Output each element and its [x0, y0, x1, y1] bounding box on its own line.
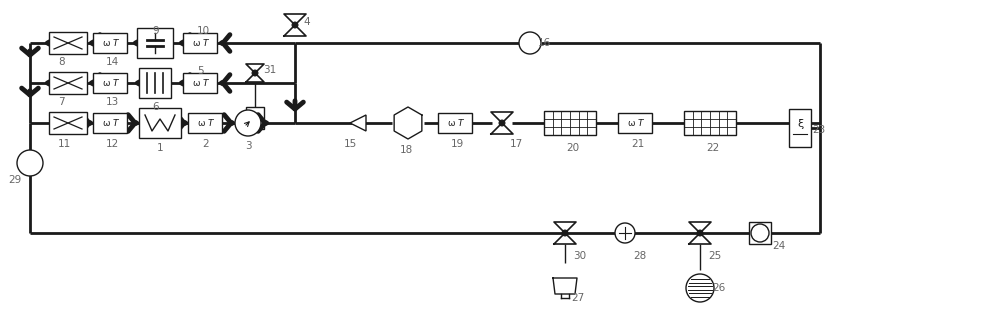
Text: ξ: ξ [797, 119, 803, 129]
Circle shape [252, 70, 258, 76]
Text: 29: 29 [8, 175, 21, 185]
Text: 8: 8 [58, 57, 65, 67]
Text: 7: 7 [58, 97, 65, 107]
Text: 9: 9 [152, 26, 159, 36]
Circle shape [519, 32, 541, 54]
Text: T: T [457, 119, 463, 128]
Circle shape [17, 150, 43, 176]
Text: ω: ω [627, 119, 635, 128]
Bar [93, 113, 127, 133]
Text: 18: 18 [400, 145, 413, 155]
Bar [139, 108, 181, 138]
Text: 5: 5 [197, 66, 204, 76]
Bar [183, 33, 217, 53]
Text: ω: ω [197, 119, 205, 128]
Circle shape [686, 274, 714, 302]
Text: 14: 14 [106, 57, 119, 67]
Bar [49, 32, 87, 54]
Bar [684, 111, 736, 135]
Text: 23: 23 [812, 125, 825, 135]
Text: 20: 20 [566, 143, 579, 153]
Circle shape [292, 22, 298, 28]
Text: 30: 30 [573, 251, 586, 261]
Text: 27: 27 [571, 293, 584, 303]
Text: 10: 10 [197, 26, 210, 36]
Text: 15: 15 [344, 139, 357, 149]
Text: 21: 21 [631, 139, 644, 149]
Text: 24: 24 [772, 241, 785, 251]
Bar [93, 73, 127, 93]
Polygon shape [350, 115, 366, 131]
Text: ω: ω [102, 39, 110, 48]
Circle shape [499, 120, 505, 126]
Circle shape [562, 230, 568, 236]
Bar [438, 113, 472, 133]
Text: T: T [112, 119, 118, 128]
Bar [188, 113, 222, 133]
Text: 26: 26 [712, 283, 725, 293]
Text: 22: 22 [706, 143, 719, 153]
Text: 11: 11 [58, 139, 71, 149]
Text: ω: ω [102, 79, 110, 88]
Text: ω: ω [192, 79, 200, 88]
Text: 3: 3 [245, 141, 252, 151]
Text: T: T [202, 39, 208, 48]
Text: T: T [207, 119, 213, 128]
Circle shape [697, 230, 703, 236]
Text: 1: 1 [157, 143, 164, 153]
Text: ω: ω [447, 119, 455, 128]
Bar [139, 68, 171, 98]
Bar [183, 73, 217, 93]
Bar [137, 28, 173, 58]
Text: T: T [637, 119, 643, 128]
Bar [544, 111, 596, 135]
Bar [93, 33, 127, 53]
Circle shape [751, 224, 769, 242]
Bar [246, 107, 264, 129]
Text: 25: 25 [708, 251, 721, 261]
Text: 2: 2 [202, 139, 209, 149]
Text: 16: 16 [538, 38, 551, 48]
Text: 31: 31 [263, 65, 276, 75]
Text: 17: 17 [510, 139, 523, 149]
Text: 4: 4 [303, 17, 310, 27]
Bar [49, 72, 87, 94]
Bar [49, 112, 87, 134]
Text: ω: ω [192, 39, 200, 48]
Circle shape [615, 223, 635, 243]
Text: T: T [112, 39, 118, 48]
Bar [618, 113, 652, 133]
Circle shape [235, 110, 261, 136]
Bar [789, 109, 811, 147]
Text: T: T [202, 79, 208, 88]
Text: T: T [112, 79, 118, 88]
Bar [749, 222, 771, 244]
Text: 28: 28 [633, 251, 646, 261]
Text: 13: 13 [106, 97, 119, 107]
Text: 12: 12 [106, 139, 119, 149]
Text: 19: 19 [451, 139, 464, 149]
Text: 6: 6 [152, 102, 159, 112]
Text: ω: ω [102, 119, 110, 128]
